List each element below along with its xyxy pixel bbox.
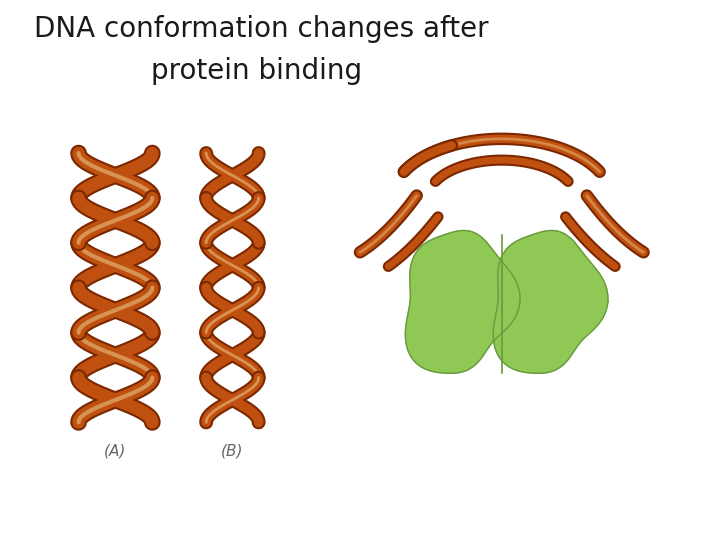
Text: DNA conformation changes after: DNA conformation changes after: [34, 15, 489, 43]
Polygon shape: [493, 231, 608, 373]
Text: protein binding: protein binding: [151, 57, 362, 85]
Text: (A): (A): [104, 444, 127, 458]
Polygon shape: [405, 231, 520, 373]
Text: (B): (B): [221, 444, 243, 458]
